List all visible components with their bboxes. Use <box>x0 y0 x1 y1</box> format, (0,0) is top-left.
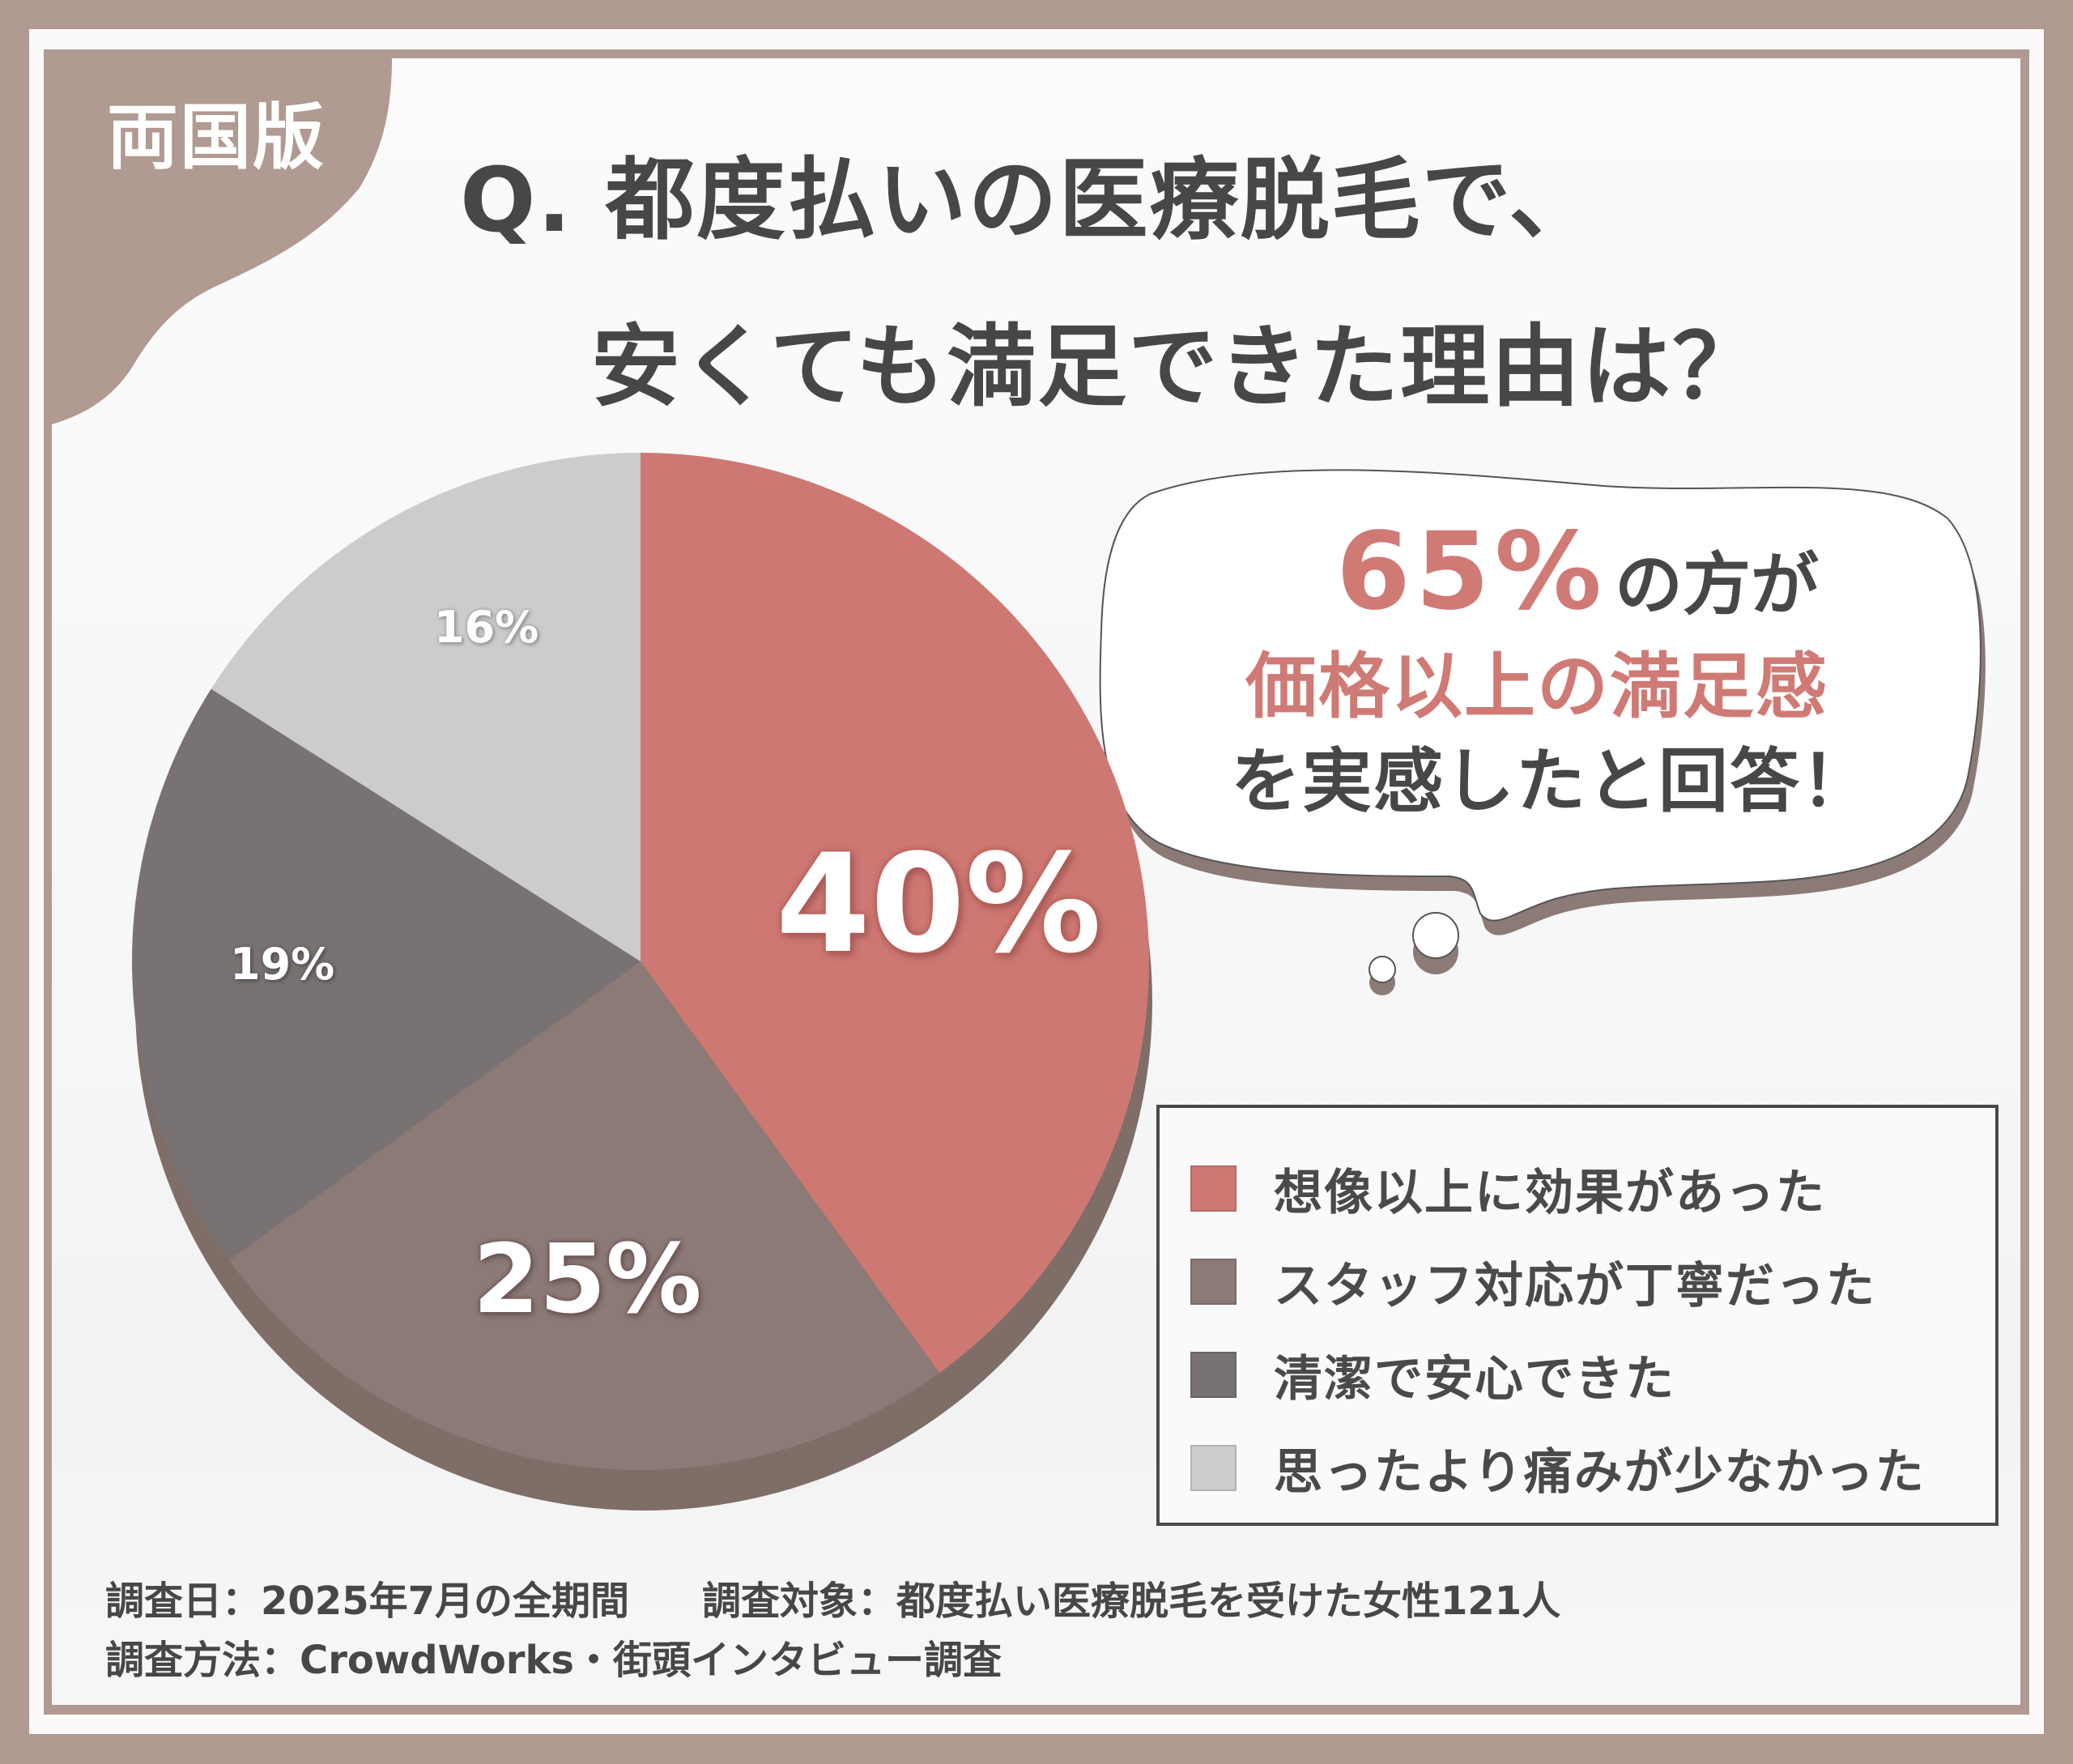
corner-decoration <box>52 58 392 424</box>
pie-slice <box>211 453 641 961</box>
survey-date: 調査日：2025年7月の全期間 <box>105 1579 629 1624</box>
legend-label: 思ったより痛みが少なかった <box>1274 1444 1926 1501</box>
question-title-line2: 安くても満足できた理由は？ <box>591 315 1764 419</box>
question-title-line1: Q. 都度払いの医療脱毛で、 <box>460 148 1600 252</box>
pie-slice <box>228 961 940 1470</box>
chart-legend: 想像以上に効果があった スタッフ対応が丁寧だった 清潔で安心できた 思ったより痛… <box>1156 1105 1999 1526</box>
pie-label-16: 16% <box>434 602 539 653</box>
legend-swatch <box>1190 1352 1237 1398</box>
legend-swatch <box>1190 1445 1237 1491</box>
callout-line1-suffix: の方が <box>1614 545 1819 624</box>
callout-highlight-percent: 65% <box>1336 509 1607 634</box>
survey-info-line2: 調査方法：CrowdWorks・街頭インタビュー調査 <box>105 1638 1002 1683</box>
legend-item: 清潔で安心できた <box>1190 1340 1675 1410</box>
survey-target: 調査対象：都度払い医療脱毛を受けた女性121人 <box>702 1579 1561 1624</box>
legend-item: 想像以上に効果があった <box>1190 1153 1826 1224</box>
legend-item: 思ったより痛みが少なかった <box>1190 1433 1926 1503</box>
callout-line1: 65% の方が <box>1336 518 1819 625</box>
callout-line2: 価格以上の満足感 <box>1245 645 1829 728</box>
legend-label: 想像以上に効果があった <box>1274 1165 1826 1221</box>
legend-label: スタッフ対応が丁寧だった <box>1274 1258 1876 1314</box>
speech-bubble <box>1099 469 1986 995</box>
pie-label-25: 25% <box>473 1223 702 1335</box>
pie-label-19: 19% <box>230 939 335 990</box>
survey-info-line1: 調査日：2025年7月の全期間 調査対象：都度払い医療脱毛を受けた女性121人 <box>105 1582 1560 1621</box>
pie-slice <box>641 453 1149 1374</box>
pie-slice <box>132 688 641 1261</box>
legend-label: 清潔で安心できた <box>1274 1351 1675 1408</box>
legend-swatch <box>1190 1165 1237 1212</box>
legend-swatch <box>1190 1259 1237 1305</box>
pie-label-40: 40% <box>776 824 1102 983</box>
callout-line3: を実感したと回答！ <box>1231 741 1872 822</box>
pie-chart <box>132 453 1152 1510</box>
legend-item: スタッフ対応が丁寧だった <box>1190 1246 1876 1317</box>
brand-label: 両国版 <box>107 96 326 179</box>
